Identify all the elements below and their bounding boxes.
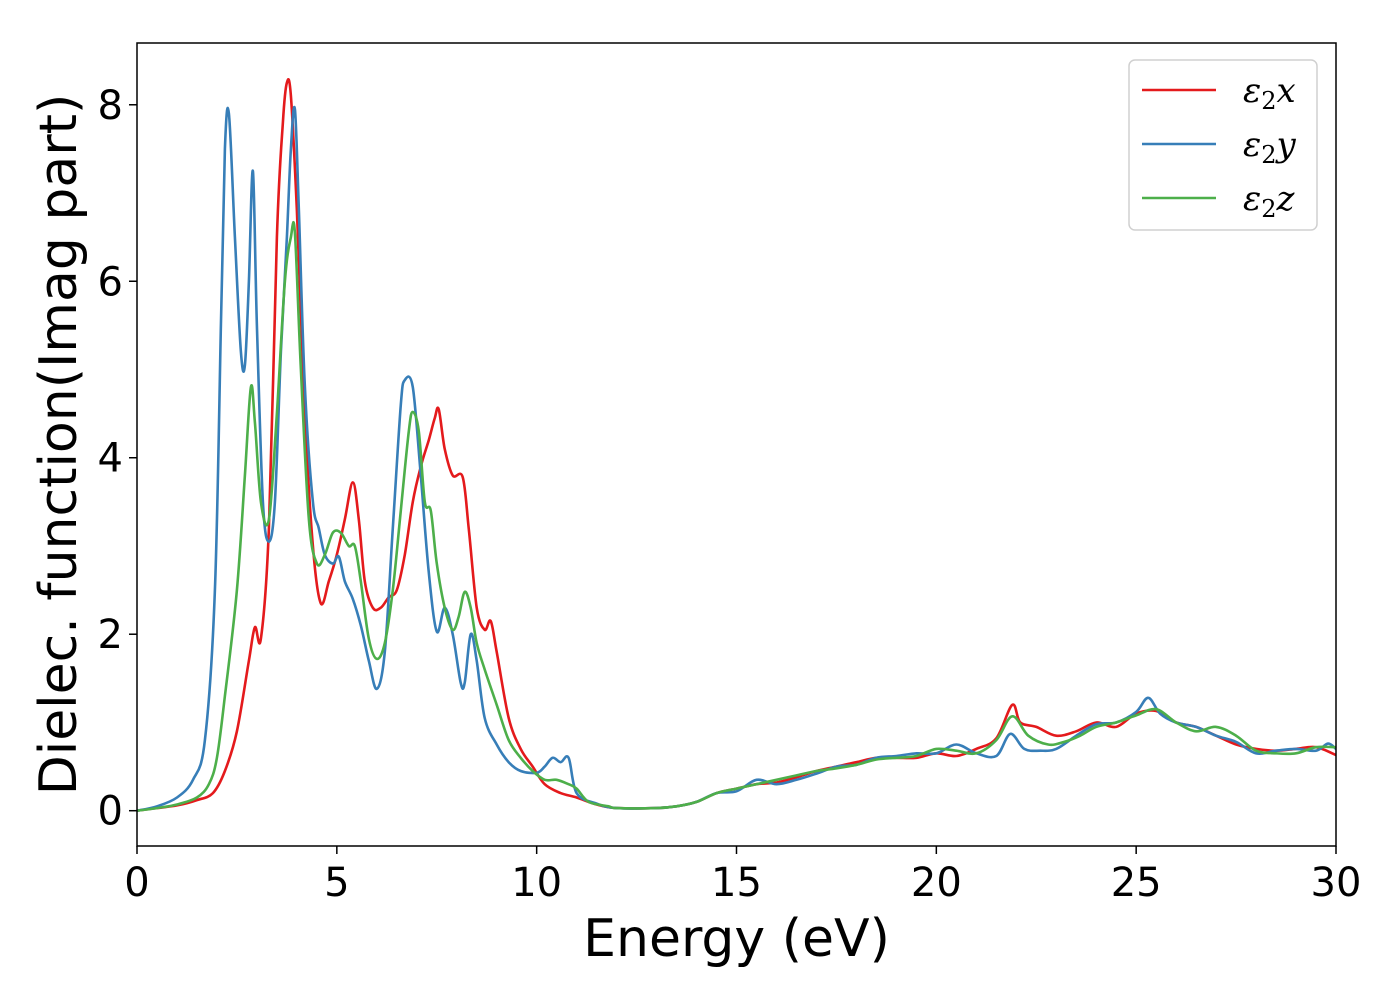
legend-label-y: ε2y [1243,125,1297,169]
x-tick-label: 25 [1111,860,1162,906]
y-axis-label: Dielec. function(Imag part) [29,94,89,796]
y-axis-ticks: 0 2 4 6 8 [98,83,137,835]
y-tick-label: 8 [98,83,123,129]
series-line-y [136,105,1337,812]
legend-box [1128,59,1318,231]
x-tick-label: 0 [124,860,149,906]
x-tick-label: 30 [1311,860,1362,906]
series-line-z [136,220,1337,812]
series-layer [136,78,1337,812]
x-axis-ticks: 0 5 10 15 20 25 30 [124,846,1361,906]
series-line-x [136,78,1337,812]
y-tick-label: 0 [98,789,123,835]
y-tick-label: 6 [98,259,123,305]
x-tick-label: 5 [324,860,349,906]
x-tick-label: 20 [911,860,962,906]
y-tick-label: 2 [98,612,123,658]
x-tick-label: 15 [711,860,762,906]
legend-label-x: ε2x [1243,71,1296,115]
legend: ε2x ε2y ε2z [1128,59,1318,231]
y-tick-label: 4 [98,436,123,482]
legend-label-z: ε2z [1243,179,1296,223]
x-tick-label: 10 [511,860,562,906]
x-axis-label: Energy (eV) [583,909,890,969]
